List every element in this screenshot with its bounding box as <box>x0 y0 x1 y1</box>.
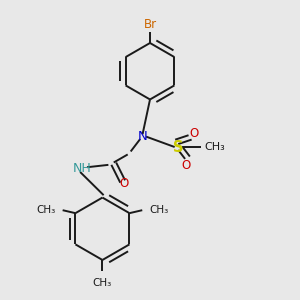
Text: S: S <box>173 140 184 154</box>
Text: CH₃: CH₃ <box>36 205 56 215</box>
Text: O: O <box>119 177 129 190</box>
Text: O: O <box>182 159 191 172</box>
Text: Br: Br <box>143 17 157 31</box>
Text: CH₃: CH₃ <box>93 278 112 288</box>
Text: CH₃: CH₃ <box>149 205 169 215</box>
Text: O: O <box>189 127 199 140</box>
Text: CH₃: CH₃ <box>204 142 225 152</box>
Text: N: N <box>138 130 147 143</box>
Text: NH: NH <box>72 162 91 175</box>
